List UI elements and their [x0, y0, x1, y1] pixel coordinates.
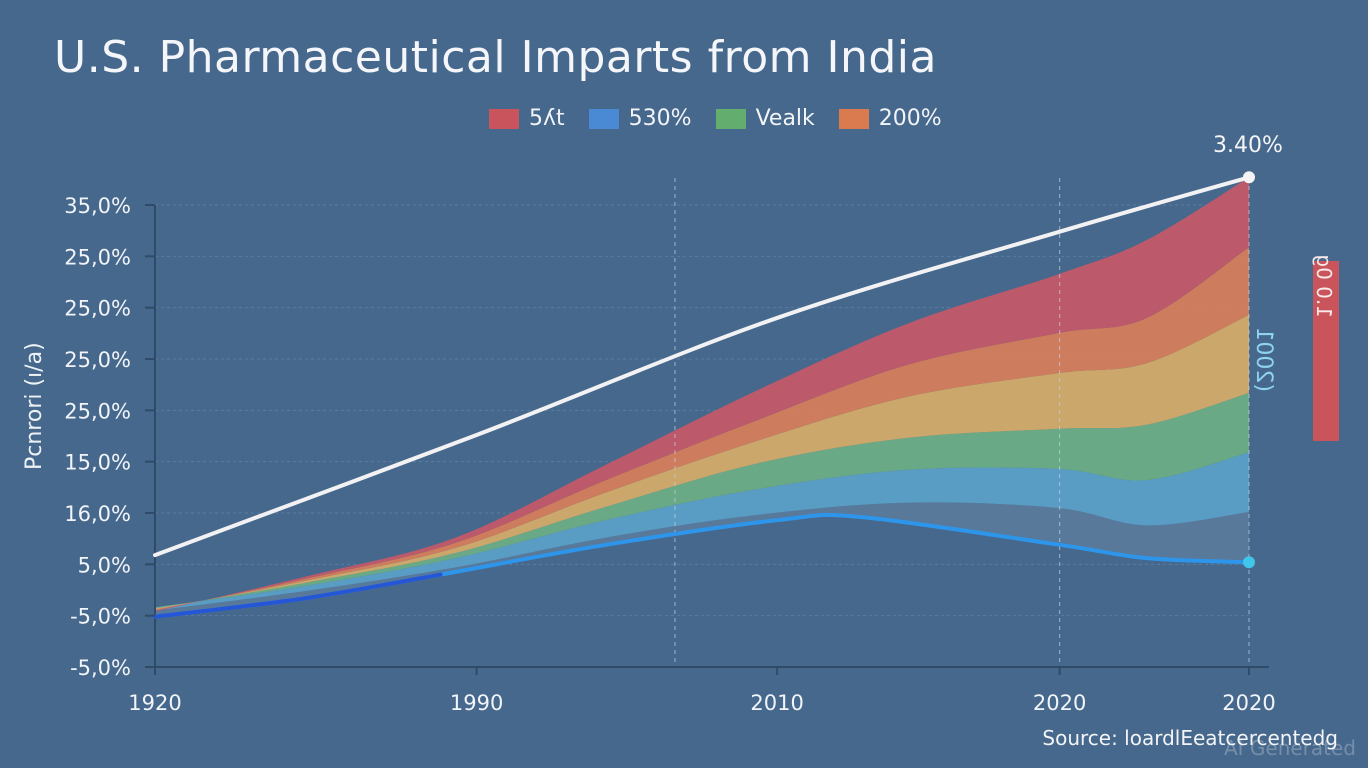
y-tick-label: 16,0%: [64, 502, 131, 526]
blue-line-start-segment: [153, 572, 443, 619]
end-value-label: 3.40%: [1213, 133, 1283, 158]
legend-label: 5ʎt: [529, 106, 565, 131]
area-band-yellow: [155, 314, 1249, 610]
y-tick-label: 15,0%: [64, 451, 131, 475]
y-tick-label: 25,0%: [64, 297, 131, 321]
legend: 5ʎt 530% Vealk 200%: [489, 106, 966, 131]
legend-swatch: [588, 108, 619, 129]
y-tick-label: -5,0%: [70, 656, 131, 680]
legend-label: 200%: [878, 106, 942, 131]
x-tick-label: 1920: [128, 691, 181, 715]
series-lines: [153, 171, 1255, 619]
vertical-guides: [674, 178, 1250, 667]
legend-item: 5ʎt: [489, 106, 565, 131]
area-band-light-blue: [155, 452, 1249, 611]
y-tick-label: 25,0%: [64, 399, 131, 423]
legend-swatch: [838, 108, 869, 129]
y-tick-label: 5,0%: [78, 553, 131, 577]
legend-label: 530%: [628, 106, 692, 131]
y-ticks: 35,0% 25,0% 25,0% 25,0% 25,0% 15,0% 16,0% 5,0% -…: [64, 194, 155, 680]
x-tick-label: 2020: [1033, 691, 1086, 715]
y-tick-label: -5,0%: [70, 605, 131, 629]
axes: [150, 205, 1269, 668]
legend-item: 200%: [838, 106, 942, 131]
y-tick-label: 35,0%: [64, 194, 131, 218]
line-white-line: [153, 175, 1251, 558]
legend-swatch: [489, 108, 519, 129]
blue-line-end-marker: [1243, 556, 1255, 569]
white-line-end-marker: [1243, 171, 1255, 184]
area-band-green: [155, 392, 1249, 609]
legend-label: Vealk: [755, 106, 815, 131]
side-annotation-red-text: 1.0 0g: [1312, 254, 1336, 318]
y-tick-label: 25,0%: [64, 348, 131, 372]
y-tick-label: 25,0%: [64, 245, 131, 269]
chart-title: U.S. Pharmaceutical Imparts from India: [54, 32, 937, 83]
x-tick-label: 1990: [450, 691, 503, 715]
x-ticks: 1920 1990 2010 2020 2020: [128, 667, 1276, 715]
x-tick-label: 2010: [750, 691, 803, 715]
side-annotation-blue: (2001: [1251, 327, 1276, 392]
legend-swatch: [715, 108, 746, 129]
legend-item: Vealk: [715, 106, 815, 131]
x-tick-label: 2020: [1222, 691, 1275, 715]
side-annotation-bar: [1313, 261, 1339, 441]
watermark: AI Generated: [1223, 736, 1356, 760]
stacked-areas: [155, 177, 1249, 617]
legend-item: 530%: [588, 106, 692, 131]
source-note: Source: loardlEeatcercentedg: [1042, 726, 1338, 750]
